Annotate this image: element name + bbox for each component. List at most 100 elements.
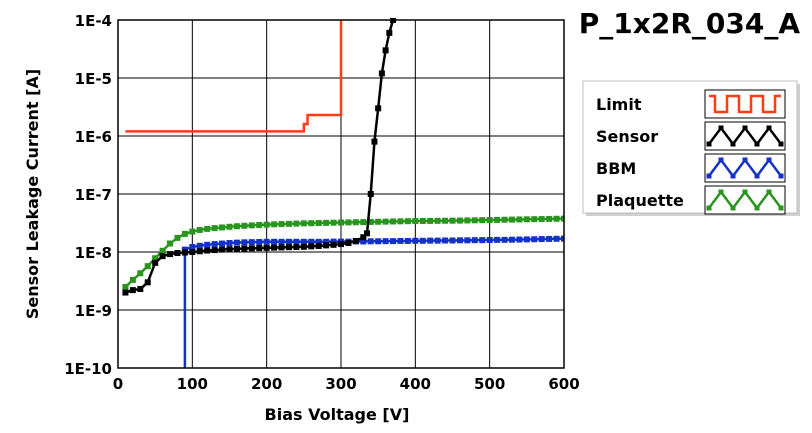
legend-swatch-marker xyxy=(730,141,736,147)
legend-swatch-marker xyxy=(754,141,760,147)
data-point xyxy=(122,283,129,290)
x-tick-label: 0 xyxy=(113,375,123,393)
data-point xyxy=(412,237,419,244)
data-point xyxy=(256,222,263,229)
data-point xyxy=(211,247,218,254)
data-point xyxy=(144,279,151,286)
y-tick-label: 1E-10 xyxy=(64,360,112,378)
legend-swatch-marker xyxy=(706,205,712,211)
legend-swatch-line xyxy=(709,94,781,114)
data-point xyxy=(494,216,501,223)
data-point xyxy=(137,270,144,277)
data-point xyxy=(464,217,471,224)
data-point xyxy=(538,216,545,223)
x-tick-label: 300 xyxy=(325,375,356,393)
data-point xyxy=(315,238,322,245)
data-point xyxy=(233,239,240,246)
data-point xyxy=(189,243,196,250)
x-axis-title: Bias Voltage [V] xyxy=(265,405,410,424)
data-point xyxy=(352,219,359,226)
data-point xyxy=(494,236,501,243)
data-point xyxy=(442,237,449,244)
data-point xyxy=(129,287,136,294)
y-tick-label: 1E-8 xyxy=(75,244,112,262)
data-point xyxy=(323,219,330,226)
data-point xyxy=(219,240,226,247)
data-point xyxy=(181,230,188,237)
data-point xyxy=(516,236,523,243)
x-tick-label: 200 xyxy=(251,375,282,393)
data-point xyxy=(129,276,136,283)
data-point xyxy=(419,237,426,244)
data-point xyxy=(404,237,411,244)
data-point xyxy=(434,217,441,224)
x-tick-label: 600 xyxy=(548,375,579,393)
data-point xyxy=(486,217,493,224)
data-point xyxy=(501,236,508,243)
legend-swatch-marker xyxy=(778,141,784,147)
data-point xyxy=(538,236,545,243)
y-tick-label: 1E-5 xyxy=(75,70,112,88)
legend-swatch-marker xyxy=(742,189,748,195)
data-point xyxy=(226,223,233,230)
series-sensor xyxy=(122,18,397,296)
data-point xyxy=(479,217,486,224)
data-point xyxy=(248,222,255,229)
y-tick-label: 1E-7 xyxy=(75,186,112,204)
legend-label: Limit xyxy=(596,95,642,114)
legend-swatch-marker xyxy=(766,189,772,195)
data-point xyxy=(479,237,486,244)
data-point xyxy=(471,217,478,224)
data-point xyxy=(546,215,553,222)
data-point xyxy=(174,250,181,257)
data-point xyxy=(241,239,248,246)
legend: Limit Sensor BBM Plaquette xyxy=(582,80,800,216)
data-point xyxy=(167,251,174,258)
data-point xyxy=(345,219,352,226)
data-point xyxy=(300,220,307,227)
data-point xyxy=(442,217,449,224)
data-point xyxy=(523,216,530,223)
data-point xyxy=(523,236,530,243)
legend-swatch xyxy=(704,153,786,183)
series-line-limit xyxy=(125,20,343,133)
data-point xyxy=(211,241,218,248)
data-point xyxy=(323,242,330,249)
series-layer xyxy=(122,18,564,368)
grid-lines xyxy=(118,20,564,368)
x-tick-labels: 0 100 200 300 400 500 600 xyxy=(113,375,580,393)
data-point xyxy=(241,222,248,229)
data-point xyxy=(285,220,292,227)
data-point xyxy=(531,236,538,243)
data-point xyxy=(378,70,385,77)
data-point xyxy=(323,238,330,245)
legend-swatch-marker xyxy=(730,205,736,211)
data-point xyxy=(367,191,374,197)
data-point xyxy=(204,225,211,232)
data-point xyxy=(508,236,515,243)
data-point xyxy=(285,238,292,245)
legend-item-limit: Limit xyxy=(596,89,786,119)
data-point xyxy=(196,248,203,255)
data-point xyxy=(315,220,322,227)
data-point xyxy=(226,246,233,253)
data-point xyxy=(382,218,389,225)
series-limit xyxy=(125,20,343,133)
x-tick-label: 100 xyxy=(177,375,208,393)
data-point xyxy=(367,218,374,225)
legend-swatch xyxy=(704,89,786,119)
data-point xyxy=(174,234,181,241)
data-point xyxy=(397,237,404,244)
y-tick-label: 1E-9 xyxy=(75,302,112,320)
data-point xyxy=(360,234,367,241)
legend-swatch-marker xyxy=(718,125,724,131)
series-plaquette xyxy=(122,215,564,290)
legend-swatch-marker xyxy=(754,205,760,211)
data-point xyxy=(471,237,478,244)
data-point xyxy=(412,218,419,225)
data-point xyxy=(352,237,359,244)
legend-label: Plaquette xyxy=(596,191,684,210)
data-point xyxy=(371,138,378,145)
data-point xyxy=(338,219,344,226)
